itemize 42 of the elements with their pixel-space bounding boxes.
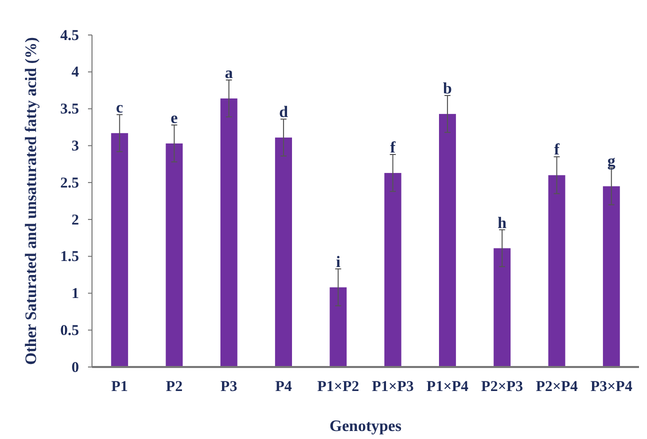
bar: [166, 143, 183, 367]
annotation: f: [554, 142, 560, 159]
bar: [330, 287, 347, 367]
y-tick-label: 0: [72, 360, 79, 376]
y-tick-label: 3: [72, 138, 79, 154]
x-tick-label: P3×P4: [590, 379, 633, 395]
y-tick-label: 2: [72, 212, 79, 228]
y-tick-label: 2.5: [60, 175, 79, 192]
bar: [494, 248, 511, 367]
y-tick-label: 4: [72, 64, 80, 81]
bar: [275, 138, 292, 367]
y-axis-title: Other Saturated and unsaturated fatty acid (%): [23, 37, 40, 365]
annotation: f: [390, 140, 396, 157]
annotation: b: [443, 80, 452, 98]
x-tick-label: P1×P2: [317, 379, 360, 395]
bar: [439, 114, 456, 367]
bar: [111, 133, 128, 367]
x-tick-label: P4: [275, 379, 292, 395]
x-tick-label: P3: [220, 379, 238, 395]
x-tick-label: P1: [111, 379, 128, 395]
x-axis-title: Genotypes: [330, 418, 402, 435]
y-tick-label: 1: [72, 286, 79, 302]
x-tick-label: P2×P3: [481, 379, 524, 395]
bar: [384, 172, 402, 367]
bar: [602, 186, 620, 367]
x-tick-label: P2: [166, 379, 183, 395]
bar: [548, 175, 566, 367]
y-tick-label: 4.5: [60, 28, 79, 44]
x-tick-label: P2×P4: [536, 379, 578, 395]
annotation: i: [336, 254, 341, 271]
annotation: d: [279, 104, 288, 122]
y-tick-label: 3.5: [60, 102, 79, 118]
x-tick-label: P1×P4: [426, 379, 469, 395]
annotation: a: [224, 65, 233, 82]
y-tick-label: 1.5: [60, 249, 79, 266]
x-tick-label: P1×P3: [372, 379, 414, 395]
bar: [220, 98, 238, 367]
annotation: h: [498, 214, 507, 232]
annotation: g: [607, 152, 616, 170]
y-tick-label: 0.5: [60, 322, 79, 339]
annotation: e: [170, 110, 178, 128]
annotation: c: [116, 100, 124, 117]
